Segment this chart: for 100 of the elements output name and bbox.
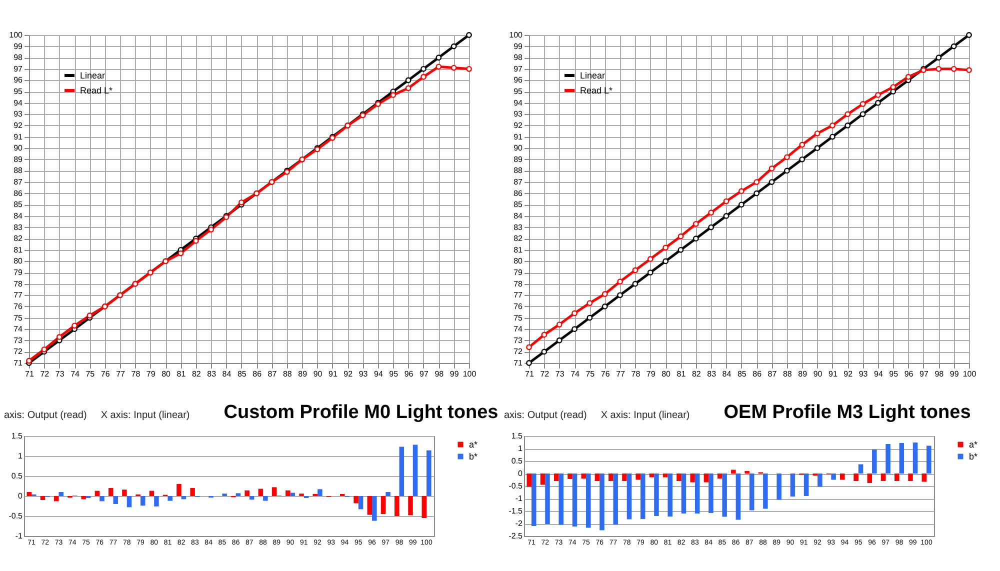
y-tick-label: 98 [514, 53, 524, 62]
y-tick-label: 94 [514, 98, 524, 108]
x-tick-label: 100 [962, 370, 977, 378]
y-tick-label: 72 [14, 347, 24, 356]
x-tick-label: 87 [268, 370, 278, 378]
x-tick-label: 71 [525, 370, 534, 378]
x-tick-label: 81 [176, 370, 186, 378]
x-tick-label: 74 [70, 370, 80, 378]
chart-title: Custom Profile M0 Light tones [224, 402, 498, 424]
y-tick-label: 98 [14, 53, 24, 62]
y-tick-label: 88 [514, 166, 524, 176]
y-tick-label: 95 [514, 87, 524, 96]
y-tick-label: 87 [514, 178, 524, 187]
x-tick-label: 78 [631, 370, 641, 378]
x-tick-label: 97 [920, 370, 929, 378]
y-tick-label: 99 [514, 42, 524, 51]
y-tick-label: 71 [514, 358, 524, 368]
x-tick-label: 92 [844, 370, 854, 378]
y-tick-label: 79 [14, 268, 24, 278]
chart-title: OEM Profile M3 Light tones [724, 402, 971, 424]
y-tick-label: 85 [14, 200, 24, 210]
x-tick-label: 84 [722, 370, 732, 378]
text: X axis: Input (linear) [600, 410, 690, 421]
x-tick-label: 75 [586, 370, 596, 378]
x-tick-label: 83 [207, 370, 217, 378]
y-tick-label: 90 [14, 144, 24, 153]
legend-label: Read L* [80, 86, 114, 96]
x-tick-label: 88 [782, 370, 792, 378]
x-tick-label: 88 [282, 370, 292, 378]
y-tick-label: -2.5 [508, 532, 524, 540]
x-tick-label: 72 [40, 370, 50, 378]
y-tick-label: 73 [14, 336, 24, 345]
legend-label: b* [969, 452, 978, 462]
y-tick-label: 84 [514, 211, 524, 220]
y-tick-label: 86 [14, 188, 24, 198]
legend-label: a* [469, 440, 478, 450]
y-tick-label: 97 [14, 64, 24, 74]
x-tick-label: 96 [404, 370, 414, 378]
y-tick-label: 91 [14, 132, 24, 142]
x-tick-label: 82 [192, 370, 202, 378]
x-tick-label: 89 [298, 370, 308, 378]
x-tick-label: 71 [25, 370, 34, 378]
y-tick-label: 83 [14, 222, 24, 232]
y-tick-label: -1.5 [508, 506, 524, 516]
y-tick-label: 94 [14, 98, 24, 108]
x-tick-label: 100 [462, 370, 477, 378]
x-tick-label: 91 [328, 370, 338, 378]
x-tick-label: 87 [768, 370, 778, 378]
x-tick-label: 77 [116, 370, 126, 378]
y-tick-label: 74 [514, 324, 524, 334]
x-tick-label: 75 [86, 370, 96, 378]
legend-label: Read L* [580, 86, 614, 96]
x-tick-label: 82 [692, 370, 702, 378]
y-tick-label: 100 [9, 30, 24, 40]
x-tick-label: 78 [131, 370, 141, 378]
y-tick-label: 85 [514, 200, 524, 210]
x-tick-label: 79 [646, 370, 656, 378]
x-tick-label: 97 [420, 370, 429, 378]
y-tick-label: 89 [514, 154, 524, 164]
x-tick-label: 80 [662, 370, 672, 378]
x-tick-label: 91 [828, 370, 838, 378]
y-tick-label: -0.5 [8, 512, 24, 520]
x-tick-label: 86 [752, 370, 762, 378]
y-tick-label: 96 [14, 76, 24, 85]
y-tick-label: 1 [18, 452, 24, 460]
y-tick-label: 79 [514, 268, 524, 278]
legend-label: Linear [80, 70, 106, 80]
y-tick-label: 78 [514, 279, 524, 288]
x-tick-label: 83 [707, 370, 717, 378]
x-tick-label: 99 [950, 370, 960, 378]
x-tick-label: 95 [889, 370, 899, 378]
y-tick-label: 71 [14, 358, 24, 368]
y-tick-label: 77 [514, 290, 524, 300]
y-tick-label: 83 [514, 222, 524, 232]
y-tick-label: 97 [514, 64, 524, 74]
x-tick-label: 94 [374, 370, 384, 378]
y-tick-label: 93 [14, 110, 24, 119]
text: axis: Output (read) [504, 410, 587, 421]
y-tick-label: -1 [15, 532, 24, 540]
x-tick-label: 76 [600, 370, 610, 378]
y-tick-label: -1 [515, 494, 524, 503]
x-tick-label: 74 [570, 370, 580, 378]
y-tick-label: 99 [14, 42, 24, 51]
y-tick-label: 76 [514, 302, 524, 311]
y-tick-label: 0.5 [511, 456, 524, 466]
x-tick-label: 99 [450, 370, 460, 378]
x-tick-label: 79 [146, 370, 156, 378]
y-tick-label: 82 [14, 234, 24, 244]
y-tick-label: 87 [14, 178, 24, 187]
x-tick-label: 72 [540, 370, 550, 378]
y-tick-label: 95 [14, 87, 24, 96]
y-tick-label: 75 [514, 313, 524, 322]
y-tick-label: 75 [14, 313, 24, 322]
y-tick-label: 82 [514, 234, 524, 244]
x-tick-label: 73 [55, 370, 65, 378]
y-tick-label: 81 [514, 245, 524, 254]
x-tick-label: 93 [858, 370, 868, 378]
y-tick-label: 92 [514, 120, 524, 130]
y-tick-label: 1.5 [11, 432, 24, 440]
y-tick-label: 74 [14, 324, 24, 334]
